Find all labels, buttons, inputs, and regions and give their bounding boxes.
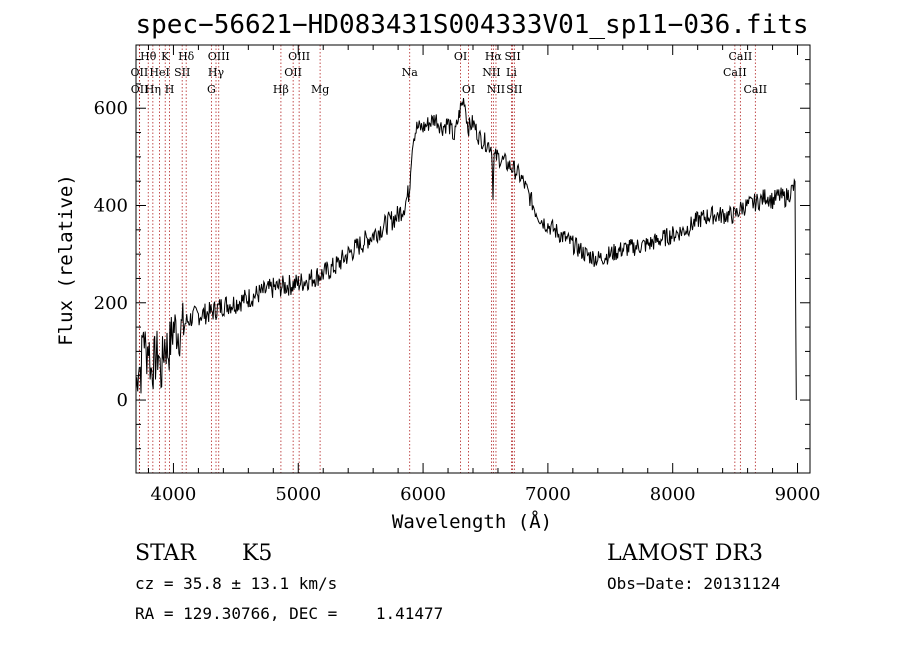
spectral-line-label: CaII: [729, 50, 753, 63]
object-class: STAR: [135, 541, 197, 566]
y-tick-label: 600: [94, 98, 128, 119]
y-tick-label: 0: [117, 390, 128, 411]
spectral-line-label: Hβ: [273, 83, 289, 96]
survey-name: LAMOST DR3: [607, 541, 763, 566]
spectrum-series-flux: [135, 97, 797, 401]
spectral-line-label: H: [165, 83, 175, 96]
spectral-line-label: Hδ: [178, 50, 195, 63]
x-tick-label: 5000: [275, 484, 321, 505]
spectral-line-label: Na: [402, 66, 419, 79]
y-tick-label: 200: [94, 293, 128, 314]
spectral-line-labels: Hθ OII OII K HeI Hη Hδ SII H OIII Hγ G OIII OII Hβ Mg Na…: [131, 50, 768, 96]
x-tick-label: 8000: [650, 484, 696, 505]
x-axis-ticks: 4000 5000 6000 7000 8000 9000: [147, 45, 821, 505]
spectral-line-label: G: [207, 83, 216, 96]
spectral-line-label: OII: [131, 83, 149, 96]
x-tick-label: 7000: [525, 484, 571, 505]
spectral-line-label: OI: [454, 50, 467, 63]
y-tick-label: 400: [94, 196, 128, 217]
chart-title: spec−56621−HD083431S004333V01_sp11−036.f…: [135, 10, 808, 40]
spectral-line-label: Hα: [485, 50, 503, 63]
spectral-line-label: K: [161, 50, 170, 63]
spectral-line-label: OIII: [208, 50, 230, 63]
redshift-value: cz = 35.8 ± 13.1 km/s: [135, 574, 337, 593]
spectral-line-label: Hη: [145, 83, 161, 96]
sky-coordinates: RA = 129.30766, DEC = 1.41477: [135, 604, 443, 623]
x-tick-label: 4000: [151, 484, 197, 505]
observation-date: Obs−Date: 20131124: [607, 574, 780, 593]
spectral-line-label: CaII: [723, 66, 747, 79]
spectral-line-label: SII: [174, 66, 190, 79]
spectral-line-label: Hθ: [140, 50, 157, 63]
spectral-line-label: SII: [506, 83, 522, 96]
spectral-line-label: NII: [482, 66, 500, 79]
spectral-line-label: SII: [504, 50, 520, 63]
y-axis-ticks: 0 200 400 600: [94, 59, 810, 474]
spectral-line-label: OI: [462, 83, 475, 96]
spectral-line-label: Li: [506, 66, 517, 79]
spectral-line-markers: [138, 45, 756, 473]
plot-frame: [135, 44, 811, 474]
spectral-line-label: CaII: [743, 83, 767, 96]
x-axis-label: Wavelength (Å): [392, 510, 552, 533]
x-tick-label: 9000: [775, 484, 821, 505]
object-subclass: K5: [242, 541, 272, 566]
spectral-line-label: OII: [284, 66, 302, 79]
y-axis-label: Flux (relative): [55, 174, 77, 346]
x-tick-label: 6000: [400, 484, 446, 505]
spectral-line-label: OII: [131, 66, 149, 79]
spectral-line-label: NII: [487, 83, 505, 96]
spectral-line-label: HeI: [149, 66, 169, 79]
spectral-line-label: OIII: [288, 50, 310, 63]
spectral-line-label: Mg: [311, 83, 329, 96]
spectral-line-label: Hγ: [208, 66, 225, 79]
